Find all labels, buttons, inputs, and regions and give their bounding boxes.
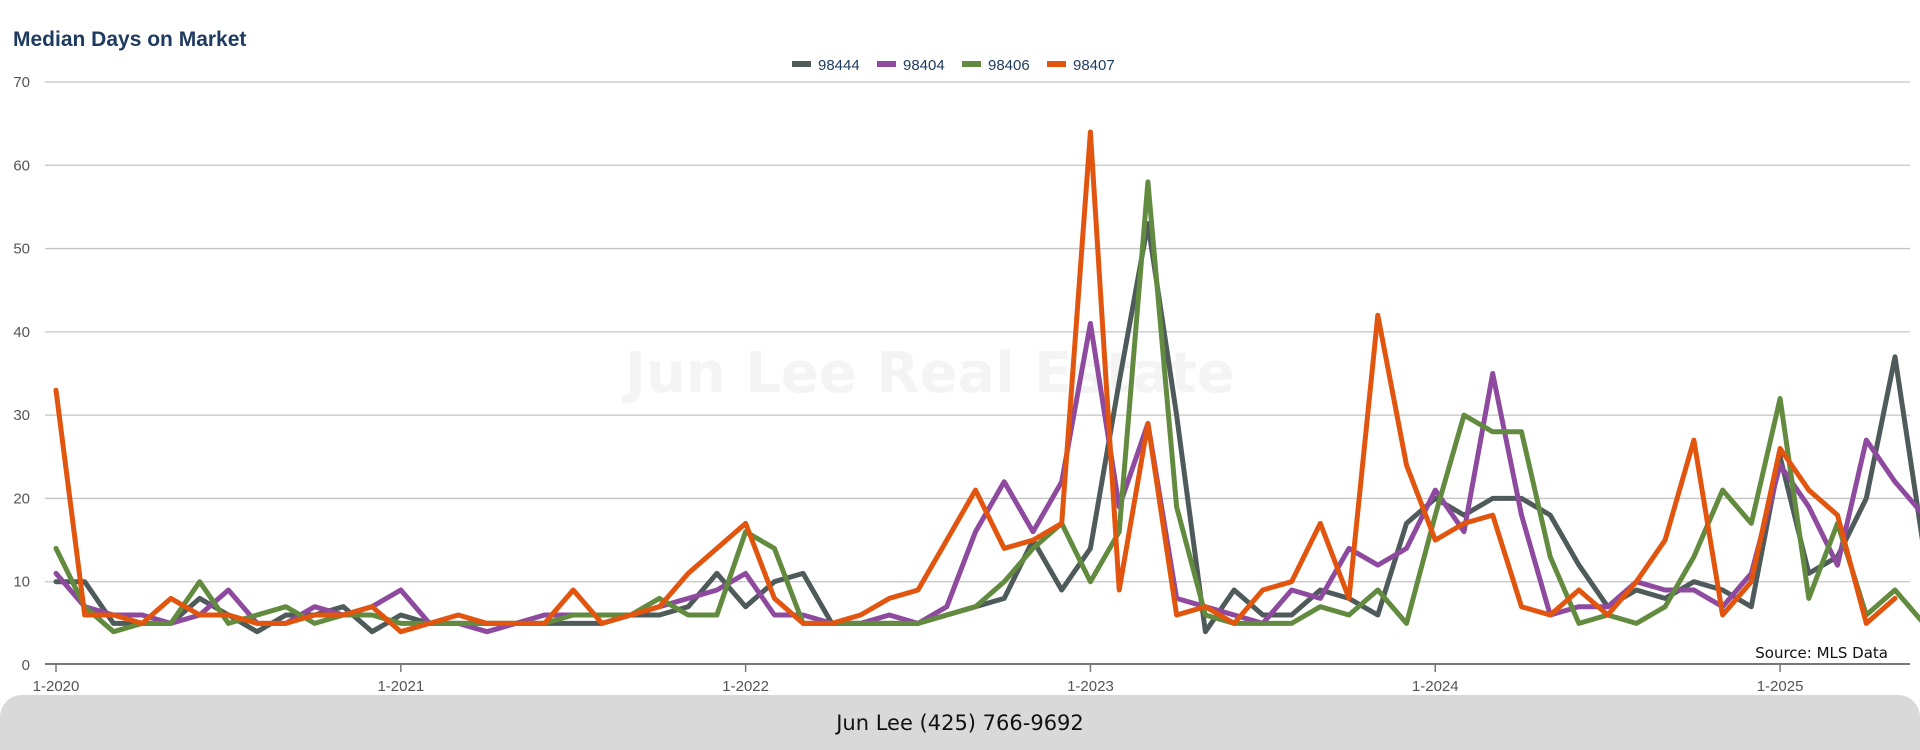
series-line-98407	[53, 129, 1898, 635]
series-lines	[53, 129, 1920, 635]
source-note: Source: MLS Data	[1755, 644, 1888, 662]
y-axis-ticks: 0 10 20 30 40 50 60 70	[13, 74, 30, 674]
x-tick-label: 1-2020	[33, 678, 80, 695]
footer-bar: Jun Lee (425) 766-9692	[0, 695, 1920, 750]
y-tick-label: 60	[13, 157, 30, 174]
y-tick-label: 20	[13, 490, 30, 507]
chart-title: Median Days on Market	[13, 28, 246, 51]
legend-label-98444: 98444	[818, 57, 860, 74]
series-line-98406	[53, 179, 1920, 635]
legend: 98444 98404 98406 98407	[792, 57, 1115, 74]
line-chart: Jun Lee Real Estate 0 10 20 30 40 50 60 70 1-20…	[13, 28, 1920, 695]
x-axis-ticks: 1-2020 1-2021 1-2022 1-2023 1-2024 1-2025	[33, 664, 1804, 695]
footer-contact: Jun Lee (425) 766-9692	[836, 710, 1084, 735]
x-tick-label: 1-2024	[1412, 678, 1459, 695]
y-tick-label: 10	[13, 574, 30, 591]
grid-lines	[45, 81, 1910, 583]
y-tick-label: 40	[13, 324, 30, 341]
legend-label-98406: 98406	[988, 57, 1030, 74]
x-tick-label: 1-2023	[1067, 678, 1114, 695]
legend-label-98407: 98407	[1073, 57, 1115, 74]
x-tick-label: 1-2022	[722, 678, 769, 695]
x-tick-label: 1-2021	[377, 678, 424, 695]
legend-label-98404: 98404	[903, 57, 945, 74]
series-line-98444	[53, 221, 1920, 635]
y-tick-label: 50	[13, 241, 30, 258]
y-tick-label: 0	[22, 657, 30, 674]
y-tick-label: 70	[13, 74, 30, 91]
series-line-98404	[53, 321, 1920, 635]
y-tick-label: 30	[13, 407, 30, 424]
watermark: Jun Lee Real Estate	[621, 341, 1235, 406]
x-tick-label: 1-2025	[1757, 678, 1804, 695]
